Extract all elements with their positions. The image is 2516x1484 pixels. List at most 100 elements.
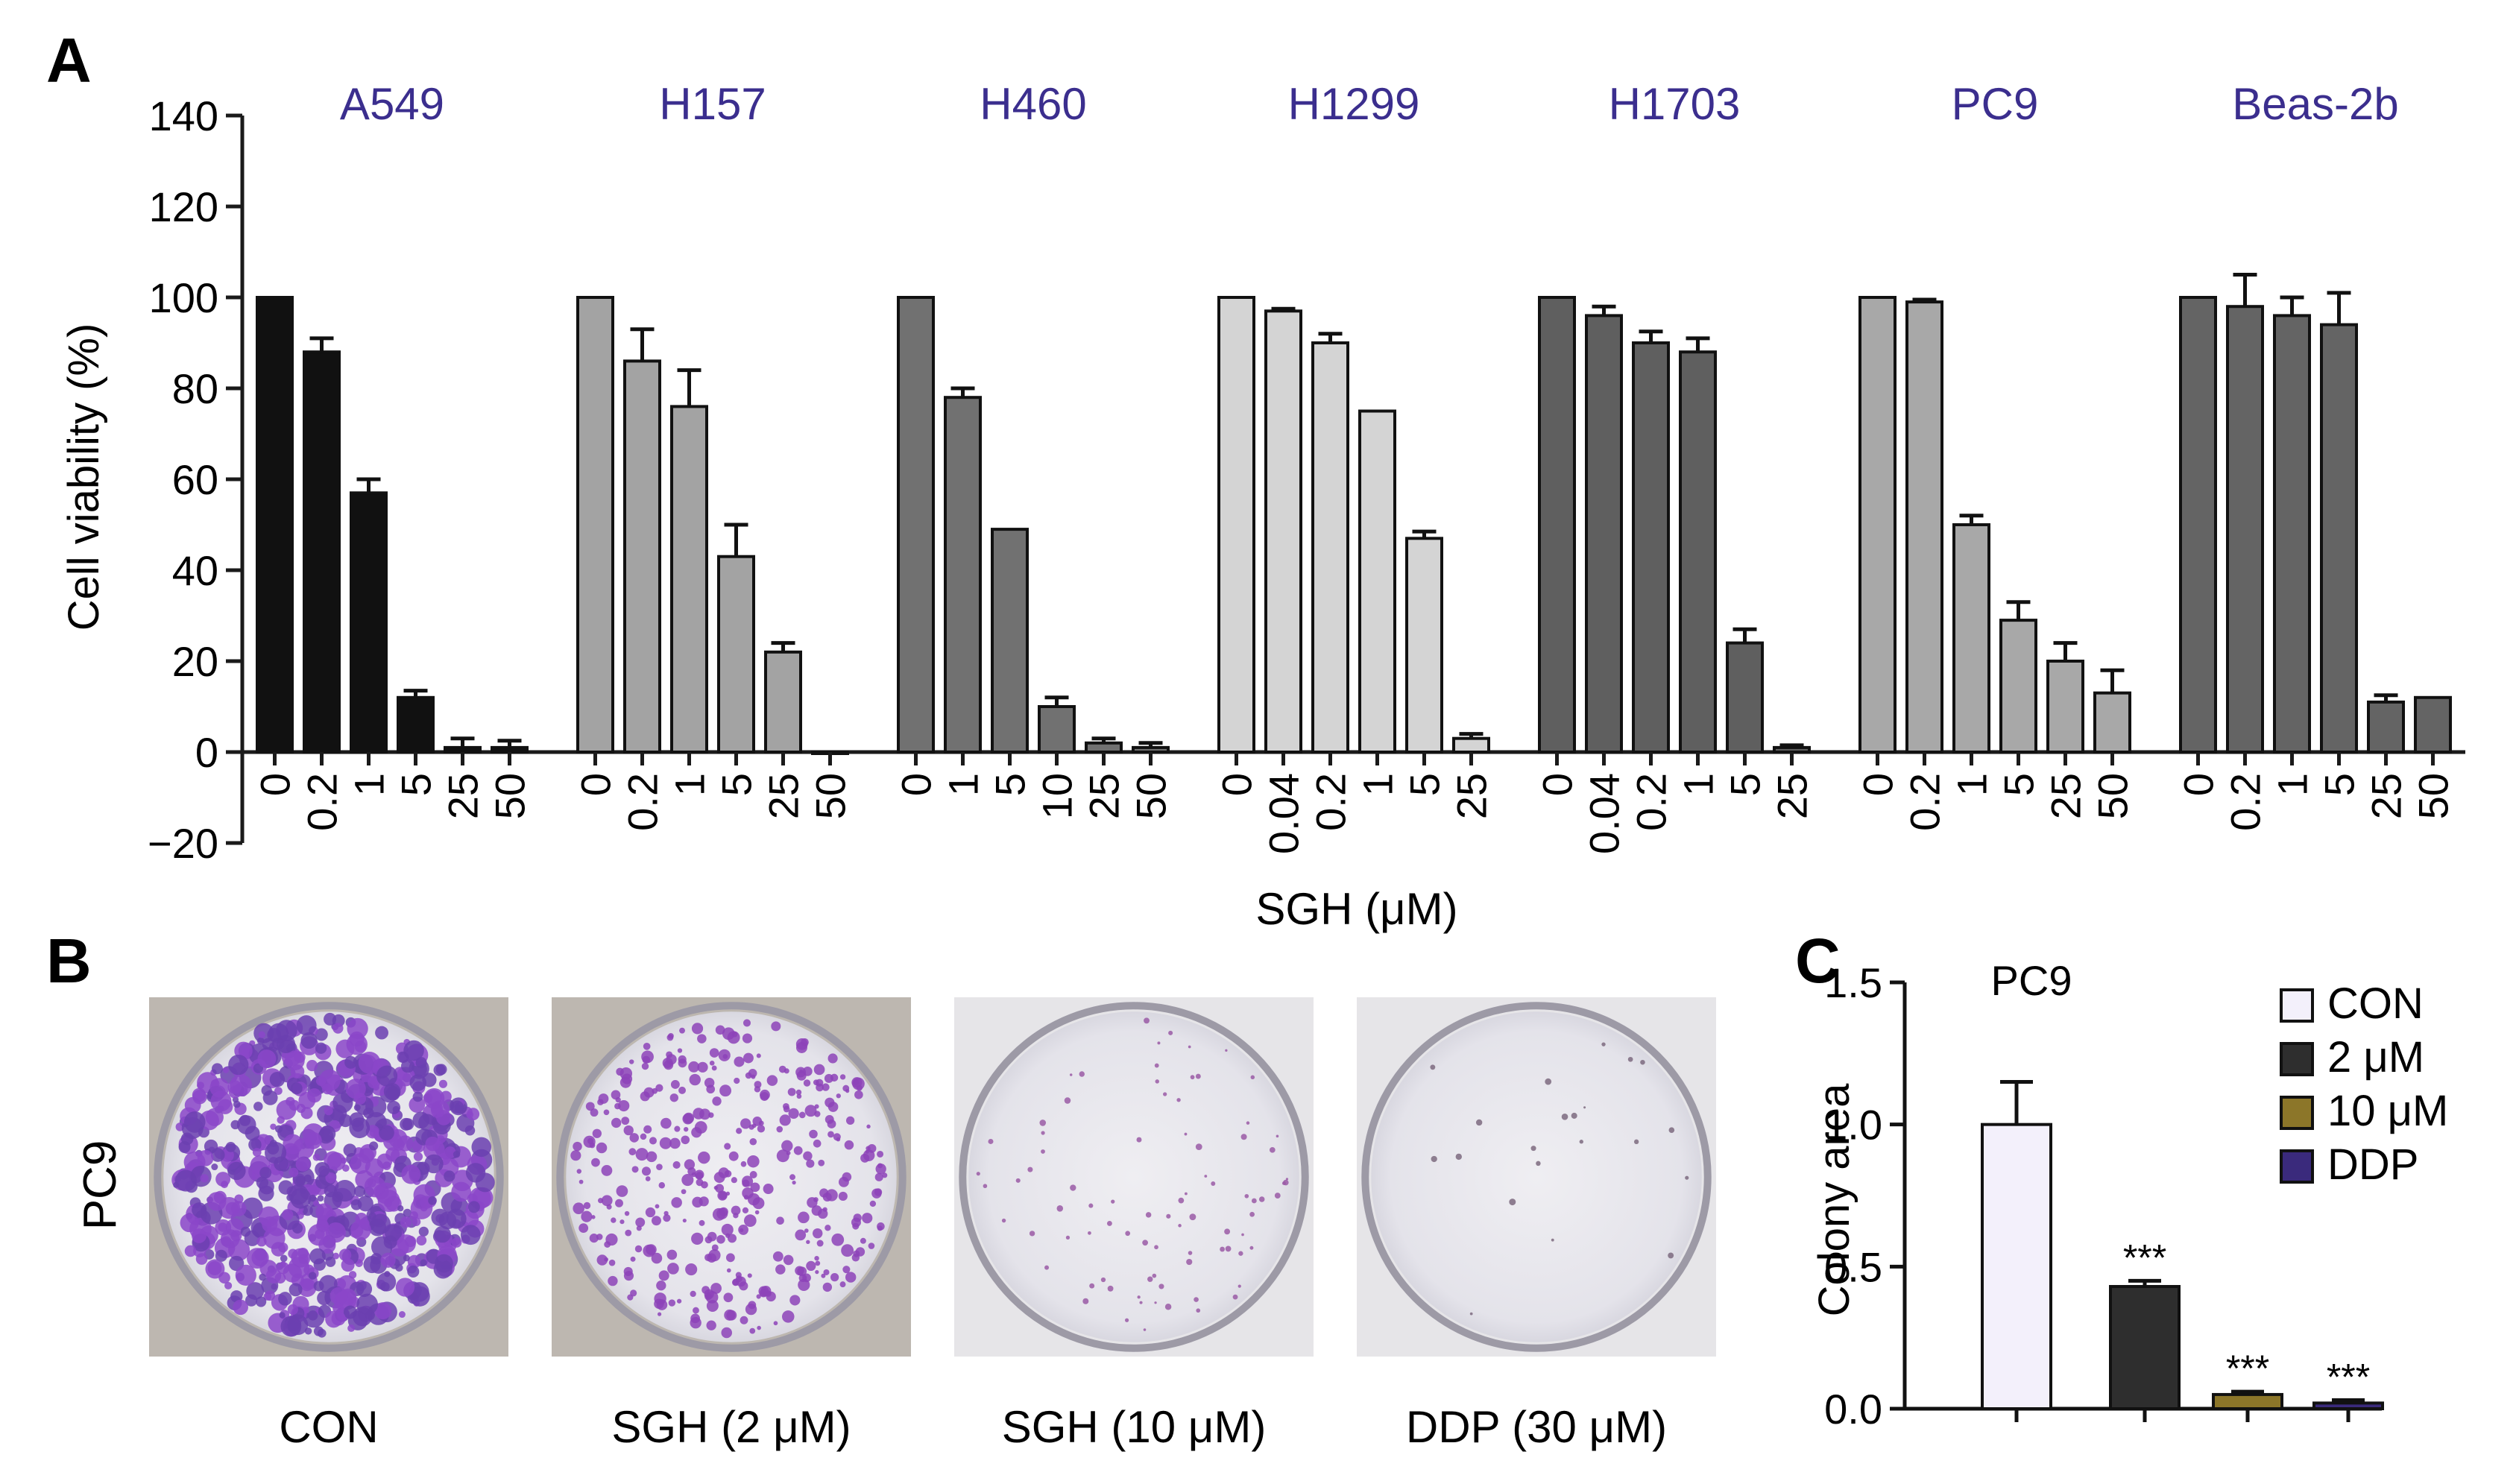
colony (225, 1218, 245, 1237)
colony (652, 1216, 661, 1226)
y-tick-label: 80 (172, 365, 218, 412)
colony (315, 1042, 327, 1054)
group-h1703: H1703 0 0.04 0.2 1 5 25 (1534, 79, 1816, 854)
colony (589, 1142, 596, 1149)
cell-viability-chart: Cell viability (%) SGH (μM) 140120100806… (60, 79, 2465, 934)
colony (795, 1229, 807, 1241)
colony (853, 1079, 860, 1085)
colony (724, 1169, 732, 1178)
colony (860, 1153, 870, 1163)
plate-rim (556, 1002, 907, 1352)
colony (1241, 1233, 1244, 1237)
bar (1405, 537, 1443, 754)
colony (688, 1061, 700, 1073)
colony (268, 1023, 289, 1043)
colony (792, 1180, 796, 1185)
bar (1726, 641, 1764, 754)
colony (601, 1195, 613, 1207)
colony (615, 1097, 621, 1103)
colony (1106, 1220, 1112, 1226)
colony (589, 1234, 599, 1243)
colony (353, 1104, 361, 1111)
colony (623, 1125, 634, 1136)
colony (795, 1266, 804, 1276)
colony (1269, 1146, 1276, 1153)
colony (324, 1151, 342, 1169)
colony (1162, 1092, 1167, 1096)
colony (728, 1151, 739, 1161)
colony (640, 1091, 650, 1102)
legend-swatch (2280, 1042, 2314, 1076)
x-tick-label: 5 (2316, 773, 2363, 796)
group-title: H1703 (1609, 79, 1741, 129)
colony (773, 1321, 778, 1326)
x-tick-label: 25 (1081, 773, 1128, 819)
colony (704, 1236, 713, 1244)
colony (842, 1084, 850, 1092)
colony (827, 1053, 838, 1064)
colony (1164, 1303, 1172, 1310)
colony (749, 1327, 756, 1334)
bar (2179, 296, 2217, 754)
colony (740, 1228, 744, 1232)
colony (743, 1052, 754, 1064)
colony (811, 1205, 822, 1216)
x-tick-label: 50 (1128, 773, 1175, 819)
colony (682, 1218, 687, 1223)
y-tick-label: 60 (172, 456, 218, 503)
colony (295, 1157, 311, 1172)
colony (1065, 1235, 1071, 1240)
colony (660, 1117, 672, 1129)
colony (1157, 1041, 1161, 1045)
colony (1627, 1056, 1633, 1062)
colony-y-tick-label: 1.5 (1824, 959, 1882, 1006)
colony (233, 1299, 248, 1316)
colony (1056, 1205, 1064, 1212)
colony (877, 1163, 883, 1169)
colony (1249, 1245, 1254, 1250)
colony (716, 1235, 725, 1244)
colony (265, 1268, 282, 1283)
colony-plates: PC9 CON SGH (2 μM) SGH (10 μM) DDP (30 μM) (75, 997, 1716, 1452)
colony (1431, 1155, 1437, 1163)
colony (356, 1281, 373, 1298)
colony (211, 1163, 218, 1171)
colony (657, 1312, 662, 1316)
colony (823, 1269, 830, 1275)
colony (760, 1286, 772, 1297)
colony (798, 1111, 806, 1119)
colony (710, 1283, 722, 1294)
colony (712, 1207, 725, 1221)
x-tick-label: 1 (2269, 773, 2316, 796)
colony (608, 1275, 618, 1286)
colony (1190, 1075, 1195, 1080)
colony (838, 1191, 848, 1201)
colony (230, 1201, 247, 1216)
colony (656, 1281, 666, 1291)
colony (698, 1151, 710, 1164)
colony (317, 1195, 324, 1202)
colony (816, 1083, 824, 1092)
legend-label: DDP (2327, 1140, 2418, 1189)
colony (1154, 1245, 1158, 1250)
colony (355, 1213, 368, 1225)
bar (1452, 736, 1490, 754)
colony (690, 1317, 701, 1329)
legend-swatch (2280, 1149, 2314, 1184)
colony (825, 1189, 838, 1202)
colony (1178, 1224, 1182, 1228)
colony (287, 1314, 309, 1336)
colony (754, 1210, 760, 1215)
colony (304, 1131, 322, 1149)
colony (1100, 1277, 1106, 1283)
colony (276, 1099, 297, 1120)
colony (1530, 1146, 1536, 1152)
colony (416, 1235, 427, 1245)
group-title: A549 (340, 79, 444, 129)
legend-label: 2 μM (2327, 1033, 2424, 1082)
colony (809, 1129, 818, 1139)
colony (413, 1152, 423, 1161)
colony (1124, 1318, 1129, 1322)
colony (400, 1216, 412, 1228)
colony (1015, 1178, 1021, 1183)
